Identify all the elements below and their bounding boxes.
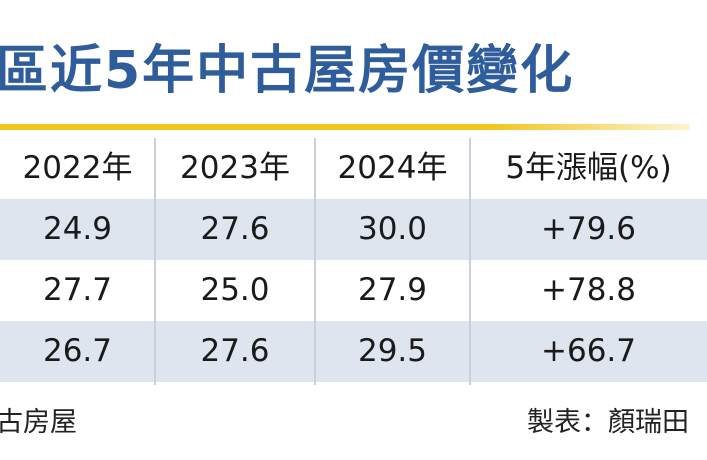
table-cell: +78.8 — [541, 272, 636, 308]
table-cell: +66.7 — [541, 333, 636, 369]
table-cell: +79.6 — [541, 211, 636, 247]
table-row: 26.7 27.6 29.5 +66.7 — [0, 321, 707, 382]
table-cell: 27.9 — [357, 272, 428, 308]
table-cell: 30.0 — [357, 211, 428, 247]
table-cell: 27.6 — [200, 211, 270, 247]
column-divider — [154, 138, 156, 385]
source: 古房屋 — [0, 407, 77, 438]
table-cell: 25.0 — [200, 272, 270, 308]
table-row: 27.7 25.0 27.9 +78.8 — [0, 260, 707, 321]
table-cell: 24.9 — [42, 211, 113, 247]
header-cell: 2024年 — [337, 150, 448, 186]
column-divider — [314, 138, 316, 385]
header-row: 2022年 2023年 2024年 5年漲幅(%) — [0, 138, 707, 199]
table-cell: 27.7 — [42, 272, 113, 308]
table-cell: 26.7 — [42, 333, 113, 369]
header-cell: 2022年 — [22, 150, 133, 186]
header-cell: 2023年 — [180, 150, 290, 186]
credit: 製表：顏瑞田 — [527, 407, 689, 438]
title: 區近5年中古屋房價變化 — [0, 41, 575, 101]
table-cell: 29.5 — [357, 333, 428, 369]
table: 2022年 2023年 2024年 5年漲幅(%) 24.9 27.6 30.0 +79.6 2… — [0, 138, 707, 382]
table-cell: 27.6 — [200, 333, 270, 369]
divider — [0, 124, 690, 130]
column-divider — [469, 138, 471, 385]
table-row: 24.9 27.6 30.0 +79.6 — [0, 199, 707, 260]
header-cell: 5年漲幅(%) — [505, 150, 672, 186]
